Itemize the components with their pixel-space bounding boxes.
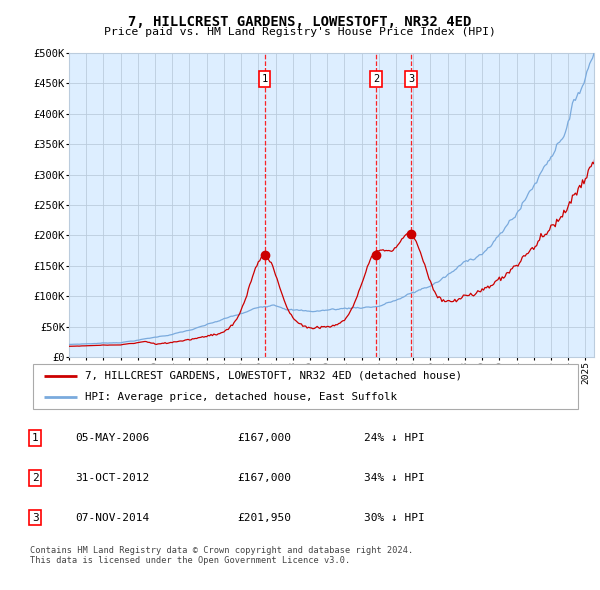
Text: 05-MAY-2006: 05-MAY-2006 — [76, 433, 150, 443]
Text: £167,000: £167,000 — [237, 433, 291, 443]
Text: Price paid vs. HM Land Registry's House Price Index (HPI): Price paid vs. HM Land Registry's House … — [104, 27, 496, 37]
Text: Contains HM Land Registry data © Crown copyright and database right 2024.
This d: Contains HM Land Registry data © Crown c… — [30, 546, 413, 565]
Text: 2: 2 — [32, 473, 38, 483]
Text: £167,000: £167,000 — [237, 473, 291, 483]
FancyBboxPatch shape — [33, 364, 578, 409]
Text: 31-OCT-2012: 31-OCT-2012 — [76, 473, 150, 483]
Text: HPI: Average price, detached house, East Suffolk: HPI: Average price, detached house, East… — [85, 392, 397, 402]
Text: 7, HILLCREST GARDENS, LOWESTOFT, NR32 4ED (detached house): 7, HILLCREST GARDENS, LOWESTOFT, NR32 4E… — [85, 371, 462, 381]
Text: 3: 3 — [408, 74, 414, 84]
Text: 30% ↓ HPI: 30% ↓ HPI — [364, 513, 424, 523]
Text: 1: 1 — [32, 433, 38, 443]
Text: 7, HILLCREST GARDENS, LOWESTOFT, NR32 4ED: 7, HILLCREST GARDENS, LOWESTOFT, NR32 4E… — [128, 15, 472, 29]
Text: 07-NOV-2014: 07-NOV-2014 — [76, 513, 150, 523]
Text: £201,950: £201,950 — [237, 513, 291, 523]
Text: 34% ↓ HPI: 34% ↓ HPI — [364, 473, 424, 483]
Text: 1: 1 — [262, 74, 268, 84]
Text: 3: 3 — [32, 513, 38, 523]
Text: 2: 2 — [373, 74, 379, 84]
Text: 24% ↓ HPI: 24% ↓ HPI — [364, 433, 424, 443]
